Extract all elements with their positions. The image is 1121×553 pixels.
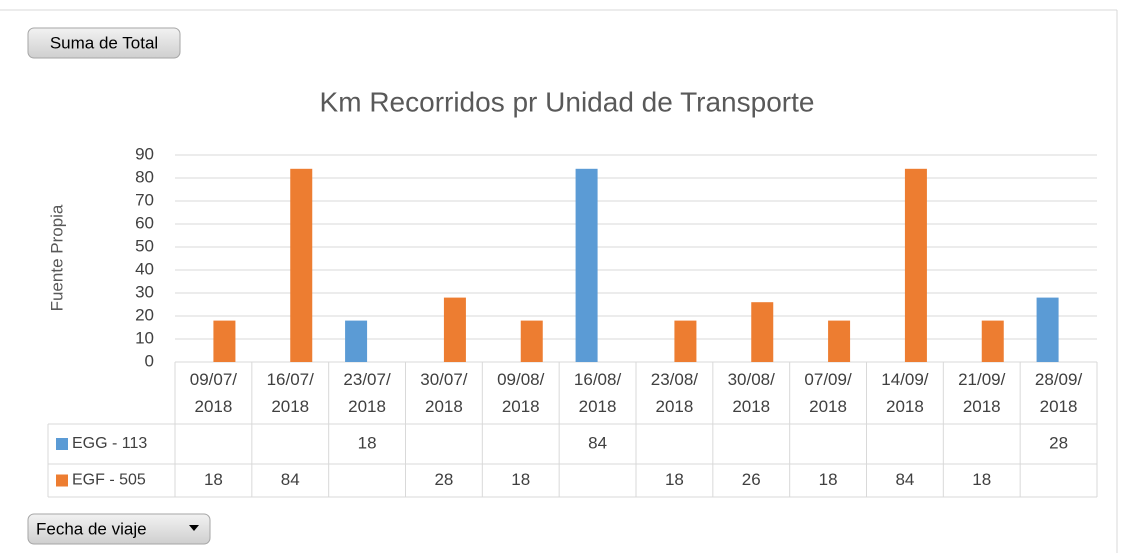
x-tick-label-box: 09/08/2018 bbox=[497, 370, 545, 416]
x-tick-label: 23/07/2018 bbox=[343, 370, 391, 416]
table-value: 18 bbox=[972, 470, 991, 489]
y-tick-label: 60 bbox=[135, 213, 154, 232]
bar bbox=[828, 320, 851, 362]
chart-title: Km Recorridos pr Unidad de Transporte bbox=[320, 86, 815, 117]
x-tick-label: 14/09/2018 bbox=[881, 370, 929, 416]
bar bbox=[751, 302, 774, 362]
x-tick-label-box: 30/08/2018 bbox=[727, 370, 775, 416]
x-tick-label-box: 21/09/2018 bbox=[958, 370, 1006, 416]
y-tick-label: 20 bbox=[135, 305, 154, 324]
y-tick-label: 90 bbox=[135, 144, 154, 163]
y-tick-label: 40 bbox=[135, 259, 154, 278]
x-tick-label: 21/09/2018 bbox=[958, 370, 1006, 416]
x-tick-label: 07/09/2018 bbox=[804, 370, 852, 416]
x-tick-label-box: 16/07/2018 bbox=[266, 370, 314, 416]
x-tick-label-box: 07/09/2018 bbox=[804, 370, 852, 416]
x-tick-label-box: 23/08/2018 bbox=[650, 370, 699, 416]
table-value: 18 bbox=[358, 433, 377, 452]
y-tick-label: 10 bbox=[135, 328, 154, 347]
x-tick-label: 16/08/2018 bbox=[573, 370, 622, 416]
bar bbox=[345, 320, 368, 362]
x-tick-label: 28/09/2018 bbox=[1034, 370, 1083, 416]
legend-swatch bbox=[56, 474, 68, 487]
y-axis-label: Fuente Propia bbox=[47, 204, 66, 311]
bar bbox=[674, 320, 697, 362]
y-tick-label: 50 bbox=[135, 236, 154, 255]
x-tick-label: 16/07/2018 bbox=[266, 370, 314, 416]
y-tick-label: 80 bbox=[135, 167, 154, 186]
legend-swatch bbox=[56, 438, 68, 450]
table-value: 28 bbox=[434, 470, 453, 489]
bar bbox=[520, 320, 543, 362]
y-tick-label: 70 bbox=[135, 190, 154, 209]
value-field-button[interactable]: Suma de Total bbox=[27, 27, 181, 59]
bar bbox=[981, 320, 1004, 362]
button-label: Suma de Total bbox=[50, 33, 158, 52]
table-value: 84 bbox=[281, 470, 300, 489]
x-tick-label: 09/07/2018 bbox=[189, 370, 238, 416]
x-tick-label-box: 23/07/2018 bbox=[343, 370, 391, 416]
dropdown-arrow bbox=[189, 525, 199, 531]
table-value: 18 bbox=[511, 470, 530, 489]
x-tick-label: 30/07/2018 bbox=[420, 370, 468, 416]
x-tick-label: 09/08/2018 bbox=[497, 370, 545, 416]
button-label: Fecha de viaje bbox=[36, 519, 147, 538]
x-tick-label: 30/08/2018 bbox=[727, 370, 775, 416]
table-value: 84 bbox=[895, 470, 914, 489]
bar bbox=[575, 168, 598, 362]
bar bbox=[443, 297, 466, 362]
x-tick-label-box: 14/09/2018 bbox=[881, 370, 929, 416]
table-value: 26 bbox=[742, 470, 761, 489]
bar bbox=[1036, 297, 1059, 362]
legend-label: EGF - 505 bbox=[72, 472, 146, 489]
table-value: 18 bbox=[204, 470, 223, 489]
x-tick-label-box: 30/07/2018 bbox=[420, 370, 468, 416]
x-tick-label-box: 09/07/2018 bbox=[189, 370, 238, 416]
table-value: 28 bbox=[1049, 433, 1068, 452]
table-value: 18 bbox=[819, 470, 838, 489]
bar bbox=[904, 168, 927, 362]
legend-label: EGG - 113 bbox=[72, 435, 147, 452]
table-value: 84 bbox=[588, 433, 607, 452]
table-value: 18 bbox=[665, 470, 684, 489]
x-tick-label: 23/08/2018 bbox=[650, 370, 699, 416]
y-tick-label: 0 bbox=[145, 351, 154, 370]
bar bbox=[213, 320, 236, 362]
x-tick-label-box: 28/09/2018 bbox=[1034, 370, 1083, 416]
axis-field-button[interactable]: Fecha de viaje bbox=[27, 513, 211, 545]
x-tick-label-box: 16/08/2018 bbox=[573, 370, 622, 416]
bar bbox=[290, 168, 313, 362]
y-tick-label: 30 bbox=[135, 282, 154, 301]
